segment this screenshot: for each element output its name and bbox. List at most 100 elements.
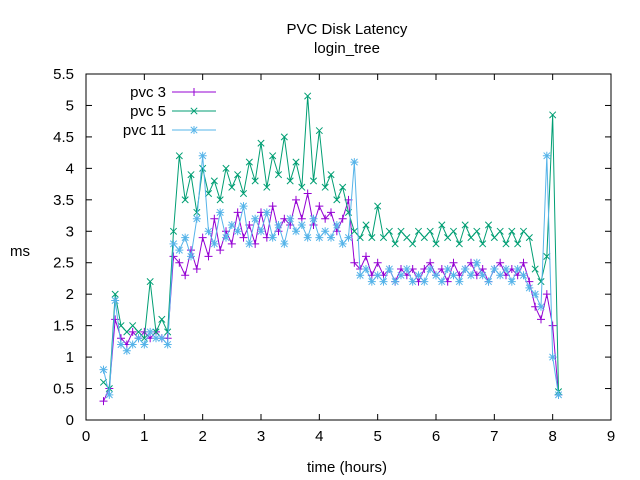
- data-point: [338, 239, 347, 248]
- data-point: [426, 265, 435, 274]
- data-point: [333, 196, 341, 204]
- data-point: [158, 315, 166, 323]
- data-point: [321, 214, 330, 223]
- data-point: [508, 227, 516, 235]
- data-point: [344, 233, 353, 242]
- data-point: [321, 183, 329, 191]
- data-point: [542, 290, 551, 299]
- data-point: [251, 177, 259, 185]
- x-tick-label: 9: [607, 428, 615, 445]
- data-point: [280, 133, 288, 141]
- legend-label: pvc 5: [130, 103, 166, 120]
- data-point: [379, 277, 388, 286]
- data-point: [490, 234, 498, 242]
- data-point: [332, 220, 341, 229]
- data-point: [263, 183, 271, 191]
- y-tick-label: 5: [66, 97, 74, 114]
- data-point: [472, 258, 481, 267]
- data-point: [157, 334, 166, 343]
- data-point: [164, 328, 172, 336]
- data-point: [327, 233, 335, 242]
- data-point: [181, 196, 189, 204]
- x-tick-label: 0: [82, 428, 90, 445]
- data-point: [280, 239, 289, 248]
- data-point: [327, 171, 335, 179]
- data-point: [373, 271, 382, 280]
- data-point: [432, 240, 440, 248]
- data-point: [233, 227, 242, 236]
- data-point: [257, 227, 265, 236]
- data-point: [239, 233, 248, 242]
- legend-marker: [190, 107, 198, 115]
- data-point: [187, 171, 195, 179]
- data-point: [198, 151, 207, 160]
- data-point: [117, 340, 125, 349]
- data-point: [210, 214, 219, 223]
- data-point: [105, 390, 114, 399]
- data-point: [245, 158, 253, 166]
- data-point: [537, 315, 545, 324]
- data-point: [303, 189, 312, 198]
- data-point: [467, 271, 475, 280]
- series-line: [103, 193, 559, 402]
- data-point: [531, 290, 540, 299]
- data-point: [292, 158, 300, 166]
- data-point: [519, 258, 528, 267]
- data-point: [391, 277, 400, 286]
- data-point: [443, 265, 452, 274]
- data-point: [123, 328, 131, 336]
- data-point: [128, 340, 137, 349]
- data-point: [379, 234, 388, 242]
- y-tick-label: 2.5: [53, 255, 74, 272]
- data-point: [257, 139, 265, 147]
- data-point: [129, 322, 137, 330]
- data-point: [175, 246, 184, 255]
- series-line: [103, 155, 559, 395]
- y-tick-label: 1: [66, 349, 74, 366]
- data-point: [309, 214, 318, 223]
- data-point: [187, 252, 195, 261]
- data-point: [134, 328, 143, 336]
- data-point: [362, 265, 370, 274]
- y-tick-label: 4.5: [53, 129, 74, 146]
- data-point: [192, 265, 201, 274]
- x-tick-label: 1: [140, 428, 148, 445]
- data-point: [192, 214, 201, 223]
- y-tick-label: 4: [66, 160, 74, 177]
- data-point: [368, 234, 376, 242]
- data-point: [163, 340, 172, 349]
- series-pvc-5: [99, 92, 563, 396]
- data-point: [449, 258, 458, 267]
- data-point: [391, 240, 399, 248]
- data-point: [502, 240, 510, 248]
- data-point: [175, 152, 183, 160]
- data-point: [548, 321, 557, 330]
- data-point: [274, 220, 283, 229]
- data-point: [496, 258, 505, 267]
- data-point: [111, 296, 120, 305]
- chart-title: PVC Disk Latency: [287, 21, 408, 38]
- data-point: [198, 233, 207, 242]
- data-point: [181, 233, 190, 242]
- y-tick-label: 0: [66, 412, 74, 429]
- data-point: [420, 234, 428, 242]
- x-tick-label: 2: [198, 428, 206, 445]
- data-point: [548, 353, 557, 362]
- data-point: [210, 177, 218, 185]
- x-tick-label: 7: [490, 428, 498, 445]
- data-point: [461, 265, 470, 274]
- data-point: [473, 227, 481, 235]
- data-point: [542, 151, 551, 160]
- data-point: [339, 183, 347, 191]
- data-point: [543, 252, 551, 260]
- data-point: [455, 277, 464, 286]
- data-point: [461, 221, 469, 229]
- data-point: [239, 189, 248, 198]
- y-tick-label: 1.5: [53, 318, 74, 335]
- chart-subtitle: login_tree: [314, 40, 380, 57]
- data-point: [152, 334, 160, 343]
- data-point: [321, 227, 330, 236]
- data-point: [350, 227, 358, 235]
- y-tick-label: 3: [66, 223, 74, 240]
